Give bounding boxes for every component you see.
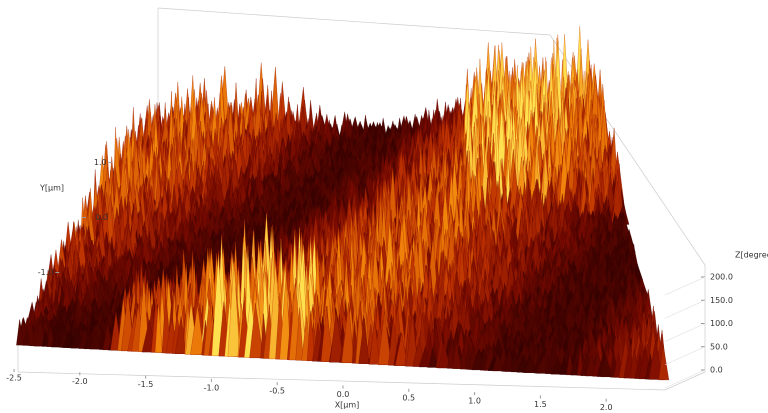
chart: X[µm] Y[µm] Z[degree -2.5-2.0-1.5-1.0-0.… xyxy=(0,0,768,413)
surface-texture xyxy=(16,26,668,380)
